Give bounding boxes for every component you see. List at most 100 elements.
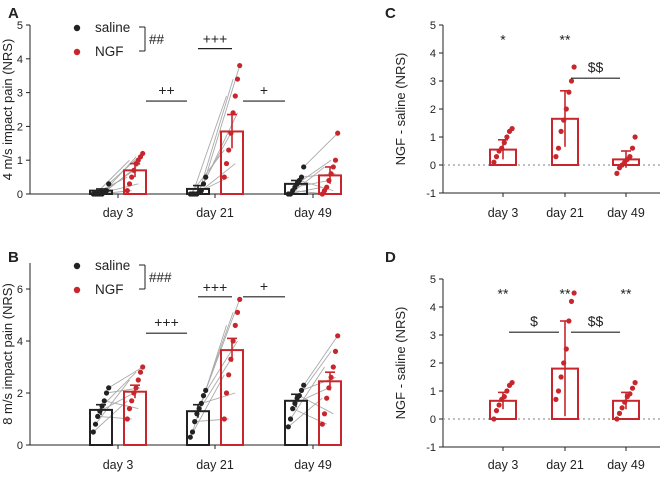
data-point-ngf-a bbox=[328, 171, 334, 177]
y-tick-label-d: -1 bbox=[426, 442, 436, 454]
significance-label-b: + bbox=[260, 278, 268, 294]
paired-line-a bbox=[192, 95, 227, 195]
data-point-ngf-b bbox=[223, 390, 230, 396]
significance-label-a: +++ bbox=[203, 31, 228, 47]
data-point-saline-b bbox=[90, 429, 96, 435]
y-tick-label-d: 1 bbox=[430, 386, 436, 398]
y-tick-label-a: 2 bbox=[17, 121, 23, 133]
data-point-ngf-b bbox=[129, 398, 135, 404]
panel-label-b: B bbox=[8, 249, 19, 266]
bar-saline-b bbox=[89, 408, 113, 446]
data-point-saline-a bbox=[298, 174, 305, 180]
data-point-ngf-b bbox=[237, 296, 243, 302]
data-point-ngf-b bbox=[226, 372, 232, 378]
significance-star-d: ** bbox=[621, 286, 632, 302]
data-point-ngf-a bbox=[330, 164, 336, 170]
data-point-ngf-a bbox=[326, 177, 332, 184]
data-point-ngf-d bbox=[619, 405, 625, 411]
paired-line-a bbox=[205, 65, 241, 178]
y-tick-label-a: 0 bbox=[17, 189, 23, 201]
data-point-ngf-c bbox=[553, 154, 559, 160]
data-point-ngf-a bbox=[237, 62, 243, 69]
data-point-saline-b bbox=[198, 400, 204, 406]
data-point-saline-b bbox=[97, 408, 103, 414]
paired-line-a bbox=[198, 78, 234, 193]
data-point-ngf-a bbox=[124, 188, 130, 194]
x-tick-label-b: day 3 bbox=[103, 458, 134, 472]
data-point-ngf-a bbox=[223, 160, 230, 167]
paired-line-b bbox=[201, 392, 236, 404]
y-tick-label-c: 3 bbox=[430, 76, 436, 88]
x-tick-label-c: day 3 bbox=[488, 206, 519, 220]
data-point-saline-b bbox=[285, 424, 291, 430]
y-tick-label-c: 4 bbox=[430, 48, 436, 60]
panel-label-d: D bbox=[385, 249, 396, 266]
data-point-ngf-a bbox=[228, 130, 234, 136]
data-point-saline-b bbox=[106, 385, 112, 391]
data-point-ngf-b bbox=[324, 395, 330, 401]
paired-line-b bbox=[104, 400, 139, 410]
y-tick-label-a: 4 bbox=[17, 54, 23, 66]
data-point-saline-b bbox=[200, 393, 207, 399]
x-tick-label-b: day 49 bbox=[294, 458, 332, 472]
data-point-ngf-d bbox=[622, 399, 628, 405]
paired-line-a bbox=[201, 163, 236, 191]
x-tick-label-d: day 21 bbox=[546, 458, 584, 472]
paired-line-b bbox=[292, 408, 327, 425]
legend-marker-ngf-a bbox=[73, 48, 81, 56]
data-point-ngf-c bbox=[614, 170, 620, 176]
data-point-ngf-c bbox=[629, 145, 636, 151]
data-point-ngf-b bbox=[232, 322, 238, 328]
y-tick-label-c: 0 bbox=[430, 160, 436, 172]
data-point-saline-b bbox=[301, 382, 307, 388]
data-point-ngf-b bbox=[140, 364, 146, 370]
data-point-ngf-a bbox=[335, 130, 341, 136]
y-tick-label-b: 0 bbox=[17, 440, 23, 452]
y-tick-label-c: 5 bbox=[430, 20, 436, 32]
data-point-saline-b bbox=[189, 429, 196, 435]
legend-significance-a: ## bbox=[149, 32, 165, 47]
significance-label-a: ++ bbox=[158, 82, 174, 98]
panel-label-c: C bbox=[385, 5, 396, 22]
paired-line-b bbox=[299, 395, 334, 415]
data-point-ngf-d bbox=[496, 402, 502, 408]
data-point-ngf-d bbox=[632, 380, 638, 386]
significance-star-d: ** bbox=[560, 286, 571, 302]
y-tick-label-b: 6 bbox=[17, 284, 23, 296]
data-point-ngf-b bbox=[228, 356, 234, 362]
data-point-saline-b bbox=[287, 416, 294, 422]
data-point-ngf-d bbox=[561, 360, 567, 366]
legend-marker-saline-a bbox=[73, 24, 81, 32]
data-point-ngf-a bbox=[332, 157, 339, 163]
y-tick-label-b: 2 bbox=[17, 388, 23, 400]
data-point-ngf-d bbox=[491, 416, 497, 422]
legend-marker-saline-b bbox=[73, 262, 81, 270]
data-point-saline-b bbox=[298, 387, 305, 393]
data-point-ngf-b bbox=[137, 369, 144, 375]
data-point-ngf-b bbox=[328, 374, 334, 380]
data-point-ngf-c bbox=[568, 78, 575, 84]
data-point-saline-b bbox=[292, 400, 298, 406]
significance-label-c: $$ bbox=[588, 59, 604, 75]
data-point-ngf-b bbox=[135, 377, 141, 383]
data-point-saline-a bbox=[103, 188, 110, 194]
y-tick-label-d: 3 bbox=[430, 330, 436, 342]
legend-label-saline-b: saline bbox=[95, 258, 130, 273]
data-point-ngf-d bbox=[563, 346, 569, 352]
data-point-ngf-d bbox=[501, 394, 507, 400]
x-tick-label-c: day 21 bbox=[546, 206, 584, 220]
y-tick-label-d: 0 bbox=[430, 414, 436, 426]
data-point-ngf-d bbox=[616, 410, 623, 416]
data-point-saline-b bbox=[192, 419, 198, 425]
data-point-saline-b bbox=[103, 390, 110, 396]
data-point-ngf-c bbox=[501, 140, 507, 146]
data-point-ngf-d bbox=[568, 298, 575, 304]
data-point-ngf-c bbox=[563, 106, 569, 112]
data-point-ngf-c bbox=[571, 64, 577, 70]
data-point-ngf-d bbox=[555, 388, 562, 394]
significance-label-a: + bbox=[260, 82, 268, 98]
data-point-ngf-c bbox=[509, 126, 515, 132]
y-tick-label-d: 4 bbox=[430, 302, 436, 314]
y-tick-label-c: 2 bbox=[430, 104, 436, 116]
y-axis-label-b: 8 m/s impact pain (NRS) bbox=[0, 283, 15, 425]
